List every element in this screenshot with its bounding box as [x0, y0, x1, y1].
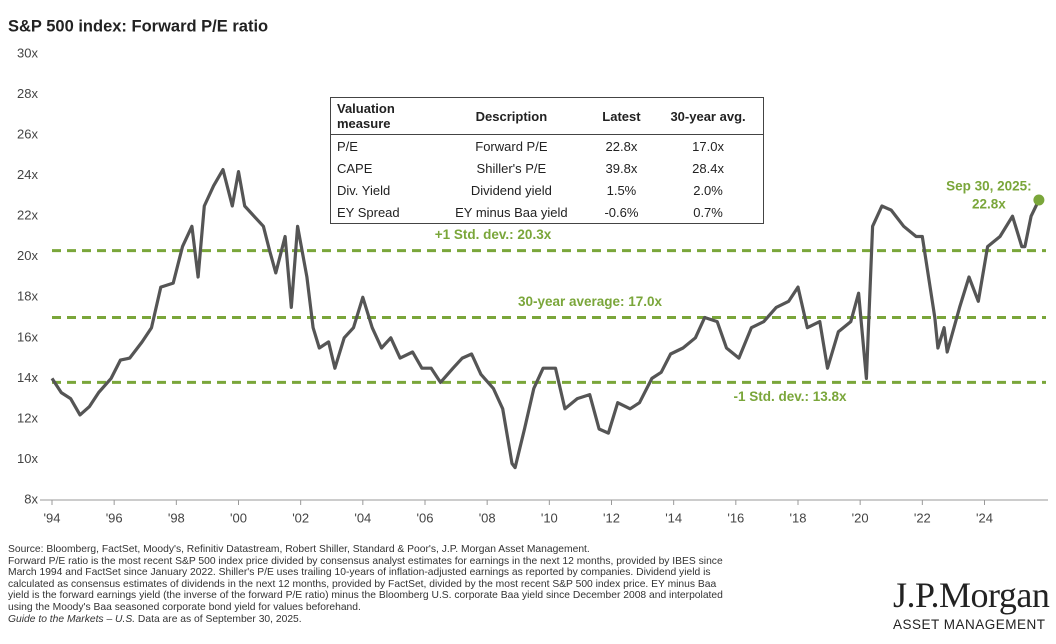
- logo: J.P.Morgan ASSET MANAGEMENT: [893, 574, 1050, 632]
- x-tick-label: '04: [354, 510, 371, 525]
- footer: Source: Bloomberg, FactSet, Moody's, Ref…: [8, 544, 888, 625]
- y-tick-label: 18x: [17, 289, 38, 304]
- table-row: CAPE Shiller's P/E 39.8x 28.4x: [331, 157, 764, 179]
- table-column-header: Description: [433, 97, 590, 135]
- table-cell: Forward P/E: [475, 138, 548, 154]
- x-tick-label: '14: [665, 510, 682, 525]
- table-cell: 0.7%: [693, 204, 723, 220]
- table-cell: 2.0%: [693, 182, 723, 198]
- reference-label: 30-year average: 17.0x: [518, 294, 663, 309]
- table-header: Valuation measure Description Latest 30-yea…: [330, 97, 764, 135]
- table-cell: 1.5%: [606, 182, 637, 198]
- y-tick-label: 22x: [17, 208, 38, 223]
- table-cell: -0.6%: [604, 204, 639, 220]
- logo-name: J.P.Morgan: [893, 575, 1050, 615]
- chart-title: S&P 500 index: Forward P/E ratio: [8, 17, 268, 35]
- end-annotation: 22.8x: [972, 197, 1006, 212]
- x-tick-label: '10: [541, 510, 558, 525]
- table-cell: 22.8x: [605, 138, 638, 154]
- y-tick-label: 28x: [17, 86, 38, 101]
- footer-italic: Guide to the Markets – U.S.: [8, 613, 136, 625]
- y-tick-label: 14x: [17, 370, 38, 385]
- table-column-header: Latest: [589, 97, 654, 135]
- y-tick-label: 12x: [17, 410, 38, 425]
- table-cell: CAPE: [337, 160, 373, 176]
- table-row: P/E Forward P/E 22.8x 17.0x: [331, 135, 764, 158]
- table-cell: Dividend yield: [470, 182, 552, 198]
- x-tick-label: '20: [852, 510, 869, 525]
- footer-line: Forward P/E ratio is the most recent S&P…: [8, 555, 723, 567]
- table-cell: EY minus Baa yield: [455, 204, 568, 220]
- table-row: EY Spread EY minus Baa yield -0.6% 0.7%: [331, 201, 764, 224]
- footer-line: Guide to the Markets – U.S. Data are as …: [8, 614, 888, 626]
- y-tick-label: 20x: [17, 248, 38, 263]
- y-tick-label: 30x: [17, 45, 38, 60]
- table-cell: 39.8x: [605, 160, 638, 176]
- footer-line: March 1994 and FactSet since January 202…: [8, 567, 711, 579]
- footer-line: yield is the forward earnings yield (the…: [8, 590, 723, 602]
- x-tick-label: '98: [168, 510, 185, 525]
- table-cell: 28.4x: [692, 160, 724, 176]
- table-cell: 17.0x: [692, 138, 724, 154]
- footer-line: calculated as consensus estimates of div…: [8, 578, 717, 590]
- table-body: P/E Forward P/E 22.8x 17.0x CAPE Shiller's P/…: [331, 135, 764, 224]
- x-tick-label: '96: [106, 510, 123, 525]
- x-tick-label: '00: [230, 510, 247, 525]
- reference-label: +1 Std. dev.: 20.3x: [435, 227, 552, 242]
- x-tick-label: '06: [417, 510, 434, 525]
- footer-line: Source: Bloomberg, FactSet, Moody's, Ref…: [8, 544, 590, 555]
- footer-text: Data are as of September 30, 2025.: [135, 613, 302, 625]
- x-tick-label: '94: [44, 510, 61, 525]
- y-tick-label: 8x: [24, 491, 38, 506]
- x-tick-label: '12: [603, 510, 620, 525]
- x-tick-label: '08: [479, 510, 496, 525]
- end-point: [1033, 194, 1045, 206]
- end-annotation: Sep 30, 2025:: [946, 179, 1032, 194]
- line-series: [50, 168, 1041, 470]
- table-cell: P/E: [337, 138, 358, 154]
- x-tick-label: '16: [727, 510, 744, 525]
- y-tick-label: 26x: [17, 127, 38, 142]
- x-tick-label: '18: [790, 510, 807, 525]
- x-tick-label: '24: [976, 510, 993, 525]
- x-tick-label: '22: [914, 510, 931, 525]
- table-cell: Div. Yield: [337, 182, 391, 198]
- valuation-table: Valuation measure Description Latest 30-yea…: [330, 97, 764, 224]
- footer-line: using the Moody's Baa seasoned corporate…: [8, 601, 361, 613]
- table-row: Div. Yield Dividend yield 1.5% 2.0%: [331, 179, 764, 201]
- table-cell: EY Spread: [337, 204, 400, 220]
- table-cell: Shiller's P/E: [476, 160, 547, 176]
- table-column-header: 30-year avg.: [653, 97, 764, 135]
- table-column-header: Valuation measure: [330, 97, 433, 135]
- logo-subtitle: ASSET MANAGEMENT: [893, 617, 1046, 632]
- x-tick-label: '02: [292, 510, 309, 525]
- y-tick-label: 24x: [17, 167, 38, 182]
- y-tick-label: 16x: [17, 329, 38, 344]
- reference-label: -1 Std. dev.: 13.8x: [733, 389, 847, 404]
- y-tick-label: 10x: [17, 451, 38, 466]
